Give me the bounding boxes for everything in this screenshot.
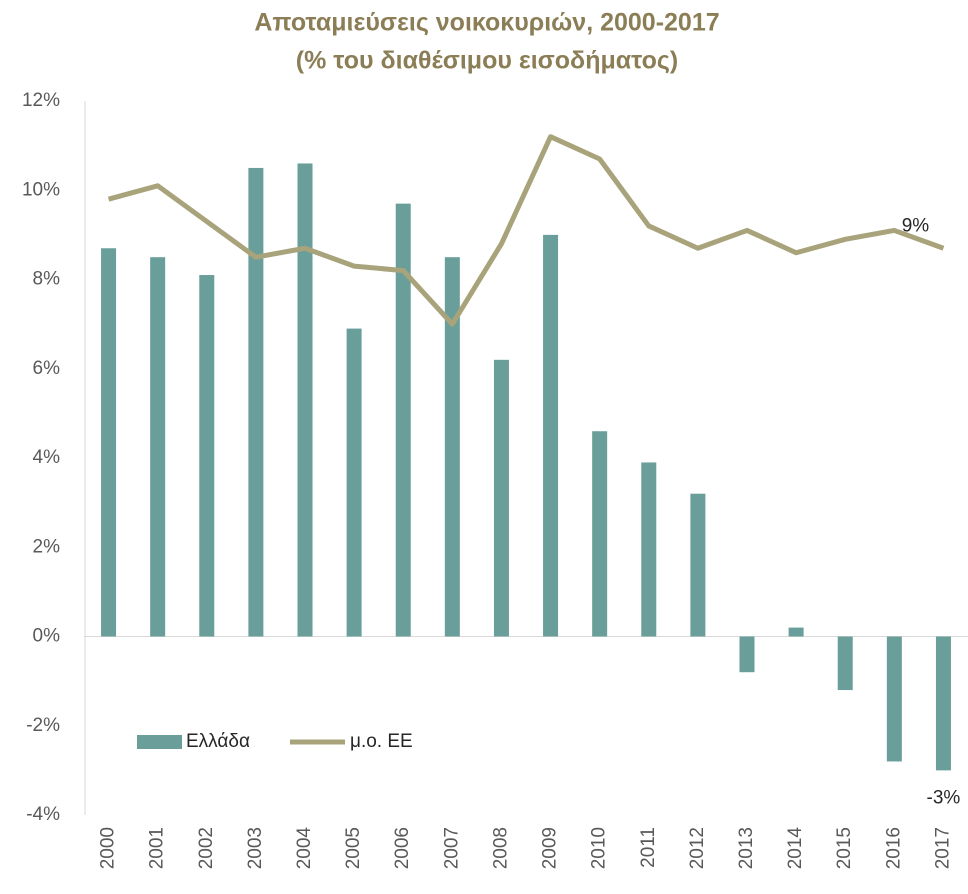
x-tick-label: 2008 bbox=[490, 827, 511, 869]
x-tick-label: 2016 bbox=[883, 827, 904, 869]
x-tick-label: 2000 bbox=[98, 827, 119, 869]
legend-label: Ελλάδα bbox=[186, 731, 250, 752]
y-tick-label: 4% bbox=[33, 447, 61, 468]
bar bbox=[739, 636, 755, 673]
bar bbox=[788, 627, 804, 637]
y-tick-label: 8% bbox=[33, 269, 61, 290]
chart-subtitle: (% του διαθέσιμου εισοδήματος) bbox=[296, 47, 678, 75]
x-tick-label: 2012 bbox=[687, 827, 708, 869]
bar bbox=[444, 257, 460, 637]
x-tick-label: 2004 bbox=[294, 827, 315, 870]
y-tick-label: 6% bbox=[33, 358, 61, 379]
legend-label: μ.ο. ΕΕ bbox=[350, 731, 413, 752]
y-tick-label: -2% bbox=[26, 715, 60, 736]
x-tick-label: 2002 bbox=[196, 827, 217, 869]
x-tick-label: 2005 bbox=[343, 827, 364, 869]
bar bbox=[886, 636, 902, 762]
x-tick-label: 2010 bbox=[589, 827, 610, 869]
bar bbox=[592, 431, 608, 637]
data-label: -3% bbox=[927, 787, 961, 808]
x-tick-label: 2015 bbox=[834, 827, 855, 869]
x-tick-label: 2009 bbox=[540, 827, 561, 869]
x-tick-label: 2007 bbox=[441, 827, 462, 869]
bar bbox=[493, 359, 509, 637]
bar bbox=[395, 203, 411, 637]
bar bbox=[641, 462, 657, 637]
y-tick-label: 12% bbox=[22, 90, 60, 111]
y-tick-label: 2% bbox=[33, 536, 61, 557]
legend-swatch bbox=[137, 735, 182, 749]
bar bbox=[690, 493, 706, 637]
bar bbox=[346, 328, 362, 637]
bar bbox=[199, 275, 215, 637]
line bbox=[107, 134, 945, 327]
x-tick-label: 2006 bbox=[392, 827, 413, 869]
bar bbox=[297, 163, 313, 637]
chart-title: Αποταμιεύσεις νοικοκυριών, 2000-2017 bbox=[254, 9, 719, 37]
x-tick-label: 2017 bbox=[932, 827, 953, 869]
x-tick-label: 2001 bbox=[147, 827, 168, 869]
x-tick-label: 2003 bbox=[245, 827, 266, 869]
y-tick-label: 10% bbox=[22, 179, 60, 200]
bar bbox=[248, 167, 264, 637]
bar bbox=[935, 636, 951, 771]
x-tick-label: 2014 bbox=[785, 827, 806, 870]
y-tick-label: -4% bbox=[26, 804, 60, 825]
bar bbox=[150, 257, 166, 637]
bar bbox=[837, 636, 853, 691]
x-tick-label: 2011 bbox=[638, 827, 659, 868]
y-tick-label: 0% bbox=[33, 626, 61, 647]
bar bbox=[101, 248, 117, 637]
x-tick-label: 2013 bbox=[736, 827, 757, 869]
data-label: 9% bbox=[902, 215, 930, 236]
bar bbox=[543, 234, 559, 637]
